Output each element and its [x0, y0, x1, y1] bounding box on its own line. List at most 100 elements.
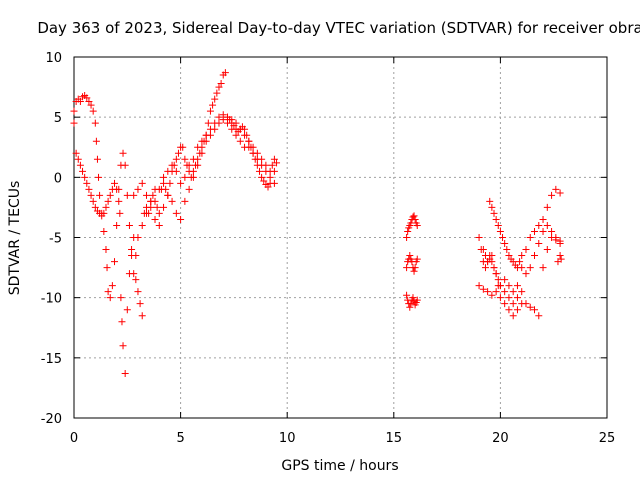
data-point: [91, 119, 99, 127]
data-point: [403, 264, 411, 272]
data-points: [70, 69, 565, 377]
data-point: [475, 282, 483, 290]
data-point: [85, 185, 93, 193]
x-tick-label: 10: [279, 431, 296, 446]
data-point: [123, 191, 131, 199]
data-point: [113, 185, 121, 193]
data-point: [499, 234, 507, 241]
data-point: [70, 119, 78, 127]
data-point: [270, 167, 278, 175]
data-point: [503, 246, 511, 254]
data-point: [268, 161, 276, 169]
data-point: [481, 252, 489, 260]
data-point: [179, 143, 187, 151]
data-point: [172, 155, 180, 163]
data-point: [475, 234, 483, 241]
data-point: [166, 179, 174, 187]
data-point: [264, 183, 272, 191]
data-point: [106, 191, 114, 199]
data-point: [488, 291, 496, 299]
data-point: [253, 149, 261, 157]
data-point: [151, 215, 159, 223]
data-point: [488, 252, 496, 260]
data-point: [513, 294, 521, 302]
data-point: [130, 191, 138, 199]
data-point: [100, 227, 108, 235]
data-point: [513, 282, 521, 290]
data-point: [236, 137, 244, 145]
data-point: [138, 312, 146, 320]
data-point: [539, 264, 547, 272]
data-point: [406, 252, 414, 260]
data-point: [260, 177, 268, 185]
data-point: [496, 227, 504, 235]
data-point: [172, 209, 180, 217]
data-point: [96, 191, 104, 199]
data-point: [516, 258, 524, 266]
data-point: [552, 234, 560, 241]
data-point: [172, 167, 180, 175]
data-point: [213, 89, 221, 97]
data-point: [258, 173, 266, 181]
data-point: [486, 197, 494, 205]
data-point: [198, 149, 206, 157]
data-point: [522, 246, 530, 254]
data-point: [160, 203, 168, 211]
data-point: [108, 282, 116, 290]
y-tick-label: 10: [45, 51, 62, 66]
data-point: [232, 119, 240, 127]
data-point: [132, 252, 140, 260]
data-point: [79, 167, 87, 175]
x-tick-label: 15: [386, 431, 403, 446]
data-point: [518, 252, 526, 260]
data-point: [155, 209, 163, 217]
data-point: [160, 173, 168, 181]
data-point: [181, 197, 189, 205]
x-tick-label: 20: [492, 431, 509, 446]
data-point: [121, 161, 129, 169]
data-point: [488, 203, 496, 211]
data-point: [155, 221, 163, 229]
data-point: [481, 264, 489, 272]
data-point: [168, 197, 176, 205]
data-point: [224, 113, 232, 121]
data-point: [76, 161, 84, 169]
data-point: [224, 119, 232, 127]
data-point: [404, 227, 412, 235]
data-point: [410, 267, 418, 275]
data-point: [111, 258, 119, 266]
data-point: [72, 149, 80, 157]
data-point: [221, 69, 229, 77]
data-point: [100, 209, 108, 217]
data-point: [177, 179, 185, 187]
data-point: [492, 215, 500, 223]
data-point: [76, 98, 84, 106]
data-point: [89, 197, 97, 205]
data-point: [539, 227, 547, 235]
data-point: [505, 252, 513, 260]
data-point: [162, 185, 170, 193]
data-point: [113, 221, 121, 229]
data-point: [543, 221, 551, 229]
data-point: [211, 95, 219, 103]
data-point: [513, 306, 521, 314]
data-point: [556, 189, 564, 197]
data-point: [526, 264, 534, 272]
data-point: [518, 288, 526, 296]
axis-ticks: 0 5 10 15 20 25 -20 -15 -10 -5 0 5 10: [41, 51, 616, 446]
data-point: [410, 212, 418, 220]
data-point: [531, 306, 539, 314]
data-point: [202, 131, 210, 139]
data-point: [164, 167, 172, 175]
data-point: [245, 137, 253, 145]
data-point: [185, 185, 193, 193]
data-point: [215, 113, 223, 121]
data-point: [211, 119, 219, 127]
data-point: [185, 161, 193, 169]
data-point: [74, 155, 82, 163]
y-tick-label: 0: [54, 171, 62, 186]
y-tick-label: -10: [41, 292, 62, 307]
data-point: [194, 161, 202, 169]
data-point: [128, 246, 136, 254]
data-point: [142, 191, 150, 199]
